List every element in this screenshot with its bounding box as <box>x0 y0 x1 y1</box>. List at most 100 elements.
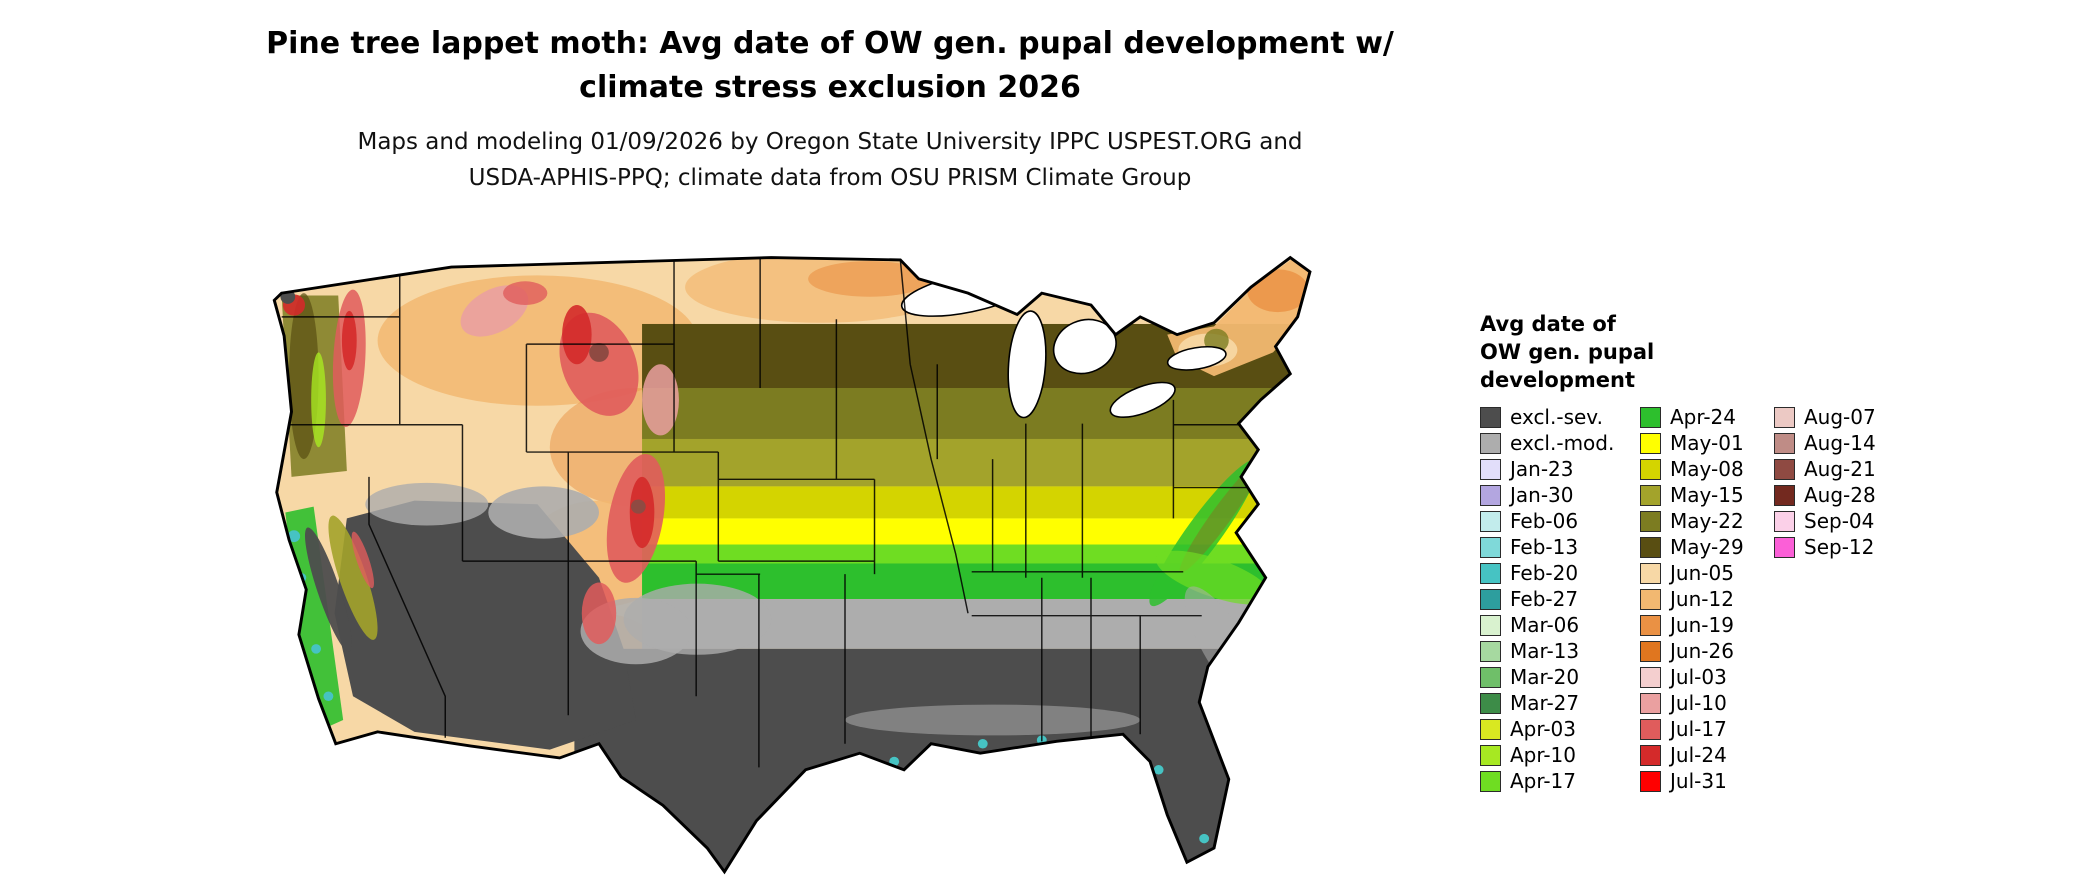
legend-item: Sep-04 <box>1774 508 1896 534</box>
us-choropleth-map <box>230 222 1460 886</box>
legend-item: May-29 <box>1640 534 1762 560</box>
band-may01 <box>642 518 1310 545</box>
us-outline <box>272 255 1312 875</box>
legend-item: Mar-13 <box>1480 638 1628 664</box>
legend-item-label: excl.-sev. <box>1510 405 1603 429</box>
legend-color-swatch <box>1640 692 1661 714</box>
legend-color-swatch <box>1480 588 1501 610</box>
legend-item: Aug-14 <box>1774 430 1896 456</box>
legend-item: Feb-13 <box>1480 534 1628 560</box>
legend-item-label: Apr-17 <box>1510 769 1576 793</box>
legend-item-label: Jun-19 <box>1670 613 1734 637</box>
figure-title: Pine tree lappet moth: Avg date of OW ge… <box>0 22 1660 110</box>
legend-color-swatch <box>1640 432 1661 454</box>
legend: Avg date of OW gen. pupal development ex… <box>1480 310 1920 794</box>
legend-color-swatch <box>1640 666 1661 688</box>
legend-color-swatch <box>1480 666 1501 688</box>
legend-item: Jan-23 <box>1480 456 1628 482</box>
legend-color-swatch <box>1640 718 1661 740</box>
legend-item-label: Feb-06 <box>1510 509 1579 533</box>
legend-item: Jun-19 <box>1640 612 1762 638</box>
legend-item-label: May-15 <box>1670 483 1744 507</box>
legend-item: Jul-31 <box>1640 768 1762 794</box>
legend-title-line-2: OW gen. pupal <box>1480 340 1655 364</box>
legend-color-swatch <box>1640 510 1661 532</box>
legend-item: May-15 <box>1640 482 1762 508</box>
legend-color-swatch <box>1774 484 1795 506</box>
legend-color-swatch <box>1480 744 1501 766</box>
legend-item: Aug-21 <box>1774 456 1896 482</box>
legend-item-label: May-29 <box>1670 535 1744 559</box>
legend-item: Mar-06 <box>1480 612 1628 638</box>
legend-item-label: Jun-26 <box>1670 639 1734 663</box>
legend-color-swatch <box>1640 562 1661 584</box>
legend-color-swatch <box>1640 536 1661 558</box>
legend-item-label: Jul-31 <box>1670 769 1727 793</box>
legend-item-label: Jun-05 <box>1670 561 1734 585</box>
legend-color-swatch <box>1640 406 1661 428</box>
legend-item: Apr-03 <box>1480 716 1628 742</box>
legend-color-swatch <box>1480 458 1501 480</box>
california <box>285 506 378 735</box>
legend-color-swatch <box>1774 536 1795 558</box>
legend-title-line-1: Avg date of <box>1480 312 1616 336</box>
legend-item-label: Mar-20 <box>1510 665 1580 689</box>
legend-item: Aug-28 <box>1774 482 1896 508</box>
legend-item: Aug-07 <box>1774 404 1896 430</box>
legend-item-label: Feb-27 <box>1510 587 1579 611</box>
legend-color-swatch <box>1774 458 1795 480</box>
legend-column-2: Apr-24 May-01 May-08 May-15 <box>1640 404 1762 794</box>
legend-item: Apr-10 <box>1480 742 1628 768</box>
band-may08 <box>642 486 1310 519</box>
legend-color-swatch <box>1480 770 1501 792</box>
legend-item-label: Jan-23 <box>1510 457 1574 481</box>
legend-item-label: Sep-12 <box>1804 535 1875 559</box>
legend-item-label: Mar-13 <box>1510 639 1580 663</box>
lake-erie <box>1109 381 1176 418</box>
legend-color-swatch <box>1640 744 1661 766</box>
legend-item: Jul-17 <box>1640 716 1762 742</box>
legend-color-swatch <box>1640 588 1661 610</box>
legend-item: excl.-mod. <box>1480 430 1628 456</box>
legend-columns: excl.-sev. excl.-mod. Jan-23 Jan <box>1480 404 1920 794</box>
legend-item-label: Mar-06 <box>1510 613 1580 637</box>
title-line-1: Pine tree lappet moth: Avg date of OW ge… <box>266 26 1394 61</box>
legend-item: Apr-24 <box>1640 404 1762 430</box>
legend-item-label: Jun-12 <box>1670 587 1734 611</box>
state-borders <box>276 257 1276 768</box>
legend-color-swatch <box>1640 484 1661 506</box>
legend-item: Mar-20 <box>1480 664 1628 690</box>
legend-item: Jun-12 <box>1640 586 1762 612</box>
legend-item: Jan-30 <box>1480 482 1628 508</box>
subtitle-line-1: Maps and modeling 01/09/2026 by Oregon S… <box>357 129 1303 155</box>
legend-item: Jul-24 <box>1640 742 1762 768</box>
lake-michigan <box>1007 310 1047 419</box>
legend-color-swatch <box>1640 458 1661 480</box>
legend-item-label: Apr-24 <box>1670 405 1736 429</box>
us-map-svg <box>272 255 1312 875</box>
legend-column-1: excl.-sev. excl.-mod. Jan-23 Jan <box>1480 404 1628 794</box>
east-bands <box>574 323 1310 872</box>
legend-item-label: May-08 <box>1670 457 1744 481</box>
title-line-2: climate stress exclusion 2026 <box>579 70 1081 105</box>
band-apr17 <box>642 544 1310 564</box>
legend-color-swatch <box>1774 406 1795 428</box>
legend-item: Jun-05 <box>1640 560 1762 586</box>
subtitle-line-2: USDA-APHIS-PPQ; climate data from OSU PR… <box>468 165 1192 191</box>
legend-item-label: Aug-28 <box>1804 483 1876 507</box>
band-may29 <box>642 323 1310 388</box>
legend-item-label: Jan-30 <box>1510 483 1574 507</box>
legend-color-swatch <box>1480 614 1501 636</box>
legend-item: May-08 <box>1640 456 1762 482</box>
legend-item-label: Jul-24 <box>1670 743 1727 767</box>
legend-item-label: Jul-10 <box>1670 691 1727 715</box>
legend-color-swatch <box>1480 536 1501 558</box>
legend-color-swatch <box>1640 640 1661 662</box>
legend-item: May-22 <box>1640 508 1762 534</box>
legend-color-swatch <box>1640 614 1661 636</box>
legend-item-label: Feb-20 <box>1510 561 1579 585</box>
legend-item-label: Apr-03 <box>1510 717 1576 741</box>
southwest-exclusion <box>334 482 772 750</box>
legend-item: Sep-12 <box>1774 534 1896 560</box>
legend-item-label: Apr-10 <box>1510 743 1576 767</box>
